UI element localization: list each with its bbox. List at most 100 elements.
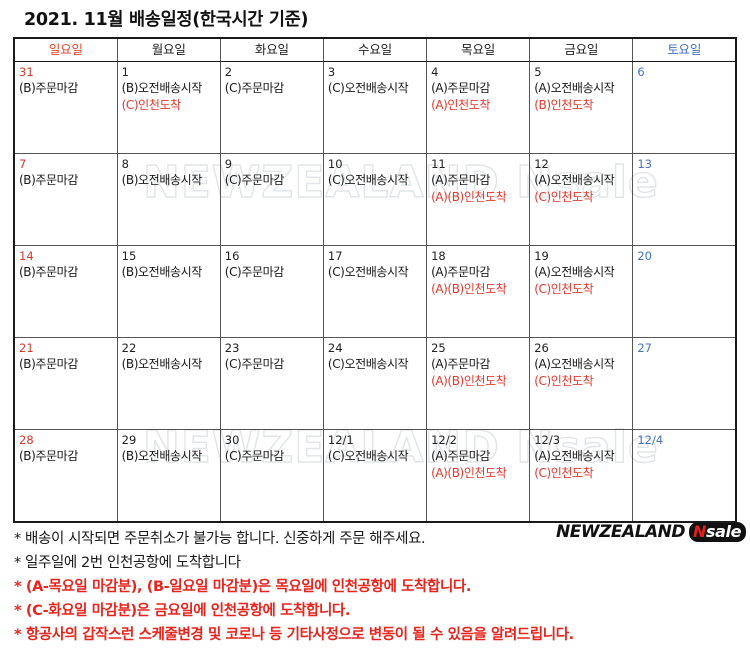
brand-logo: NEWZEALAND Nsale <box>555 521 747 543</box>
note-segment: 에 인천공항에 도착합니다. <box>193 603 350 619</box>
calendar-day-cell[interactable]: 9 (C)주문마감 <box>219 153 324 246</box>
day-event: (C)주문마감 <box>224 265 285 279</box>
day-event: (C)인천도착 <box>534 190 594 204</box>
day-event: (B)주문마감 <box>19 449 78 463</box>
day-event: (C)인천도착 <box>534 374 594 388</box>
note-segment: 은 <box>136 603 155 619</box>
note-segment: * <box>14 603 26 619</box>
calendar-day-cell[interactable]: 19 (A)오전배송시작 (C)인천도착 <box>529 245 634 338</box>
calendar-header-4: 수요일 <box>322 37 428 62</box>
calendar-day-cell[interactable]: 24 (C)오전배송시작 <box>322 337 428 430</box>
day-number: 20 <box>637 249 652 263</box>
calendar-day-cell[interactable]: 11 (A)주문마감 (A)(B)인천도착 <box>426 153 531 246</box>
calendar-day-cell[interactable]: 17 (C)오전배송시작 <box>322 245 428 338</box>
calendar-week-row: 21 (B)주문마감 22 (B)오전배송시작 23 (C)주문마감 24 (C)오전배송시작… <box>12 337 738 430</box>
calendar-day-cell[interactable]: 18 (A)주문마감 (A)(B)인천도착 <box>426 245 531 338</box>
calendar-day-cell[interactable]: 20 <box>632 245 738 338</box>
note-disclaimer: * 항공사의 갑작스런 스케줄변경 및 코로나 등 기타사정으로 변동이 될 수… <box>14 623 740 647</box>
calendar-header-6: 금요일 <box>529 37 634 62</box>
note-segment: (A-목요일 마감분), (B-일요일 마감분) <box>25 579 258 595</box>
calendar-day-cell[interactable]: 5 (A)오전배송시작 (B)인천도착 <box>529 61 634 154</box>
calendar-container: NEWZEALAND Nsale NEWZEALAND Nsale 일요일 월요일… <box>12 37 738 523</box>
day-event: (B)주문마감 <box>19 357 78 371</box>
day-number: 12/3 <box>534 433 561 447</box>
day-number: 17 <box>327 249 343 263</box>
calendar-day-cell[interactable]: 7 (B)주문마감 <box>12 153 118 246</box>
day-number: 5 <box>534 65 542 79</box>
calendar-day-cell[interactable]: 6 <box>632 61 738 154</box>
calendar-day-cell[interactable]: 27 <box>632 337 738 430</box>
calendar-day-cell[interactable]: 12 (A)오전배송시작 (C)인천도착 <box>529 153 634 246</box>
day-event: (A)오전배송시작 <box>534 173 615 187</box>
calendar-header-7: 토요일 <box>632 37 738 62</box>
day-number: 25 <box>431 341 446 355</box>
day-event: (A)오전배송시작 <box>534 265 615 279</box>
calendar-day-cell[interactable]: 16 (C)주문마감 <box>219 245 324 338</box>
logo-badge-sale: sale <box>706 522 742 541</box>
calendar-day-cell[interactable]: 23 (C)주문마감 <box>219 337 324 430</box>
calendar-week-row: 14 (B)주문마감 15 (B)오전배송시작 16 (C)주문마감 17 (C)오전배송시작… <box>12 245 738 338</box>
day-number: 7 <box>19 157 27 171</box>
day-number: 12/2 <box>431 433 457 447</box>
day-number: 24 <box>327 341 343 355</box>
note-segment: * <box>14 579 26 595</box>
day-number: 21 <box>19 341 34 355</box>
calendar-day-cell[interactable]: 31 (B)주문마감 <box>12 61 118 154</box>
calendar-day-cell[interactable]: 4 (A)주문마감 (A)인천도착 <box>426 61 531 154</box>
note-cancel: * 배송이 시작되면 주문취소가 불가능 합니다. 신중하게 주문 해주세요. <box>14 527 740 551</box>
day-event: (B)오전배송시작 <box>121 357 203 371</box>
calendar-day-cell[interactable]: 13 <box>632 153 738 246</box>
calendar-weekday-headers: 일요일 월요일 화요일 수요일 목요일 금요일 토요일 <box>12 37 738 62</box>
calendar-day-cell[interactable]: 28 (B)주문마감 <box>12 429 118 523</box>
calendar-day-cell[interactable]: 29 (B)오전배송시작 <box>116 429 221 523</box>
calendar-day-cell[interactable]: 25 (A)주문마감 (A)(B)인천도착 <box>426 337 531 430</box>
calendar-day-cell[interactable]: 1 (B)오전배송시작 (C)인천도착 <box>116 61 221 154</box>
day-event: (B)주문마감 <box>19 265 78 279</box>
day-number: 14 <box>19 249 34 263</box>
calendar-header-1: 일요일 <box>12 37 118 62</box>
day-event: (A)(B)인천도착 <box>431 374 507 388</box>
day-number: 30 <box>224 433 240 447</box>
day-number: 3 <box>327 65 336 79</box>
calendar-day-cell[interactable]: 12/3 (A)오전배송시작 (C)인천도착 <box>529 429 634 523</box>
note-segment: 금요일 <box>154 603 194 619</box>
day-number: 22 <box>121 341 137 355</box>
day-number: 10 <box>327 157 343 171</box>
calendar-day-cell[interactable]: 30 (C)주문마감 <box>219 429 324 523</box>
day-event: (B)오전배송시작 <box>121 449 203 463</box>
note-c-friday: * (C-화요일 마감분)은 금요일에 인천공항에 도착합니다. <box>14 599 740 623</box>
day-number: 1 <box>121 65 129 79</box>
calendar-week-row: 31 (B)주문마감 1 (B)오전배송시작 (C)인천도착 2 (C)주문마감 3 (C)오전… <box>12 61 738 154</box>
day-event: (A)주문마감 <box>431 173 490 187</box>
calendar-day-cell[interactable]: 22 (B)오전배송시작 <box>116 337 221 430</box>
day-event: (B)오전배송시작 <box>121 173 203 187</box>
day-number: 28 <box>19 433 34 447</box>
calendar-day-cell[interactable]: 26 (A)오전배송시작 (C)인천도착 <box>529 337 634 430</box>
day-event: (A)(B)인천도착 <box>431 466 507 480</box>
day-number: 12 <box>534 157 549 171</box>
calendar-day-cell[interactable]: 12/1 (C)오전배송시작 <box>322 429 428 523</box>
day-event: (B)주문마감 <box>19 81 78 95</box>
day-event: (C)주문마감 <box>224 449 285 463</box>
calendar-day-cell[interactable]: 3 (C)오전배송시작 <box>322 61 428 154</box>
day-event: (A)주문마감 <box>431 265 490 279</box>
calendar-day-cell[interactable]: 12/4 <box>632 429 738 523</box>
calendar-day-cell[interactable]: 2 (C)주문마감 <box>219 61 324 154</box>
calendar-day-cell[interactable]: 12/2 (A)주문마감 (A)(B)인천도착 <box>426 429 531 523</box>
day-event: (A)주문마감 <box>431 449 490 463</box>
note-segment: 목요일 <box>275 579 315 595</box>
calendar-day-cell[interactable]: 10 (C)오전배송시작 <box>322 153 428 246</box>
calendar-day-cell[interactable]: 21 (B)주문마감 <box>12 337 118 430</box>
calendar-day-cell[interactable]: 15 (B)오전배송시작 <box>116 245 221 338</box>
note-segment: (C-화요일 마감분) <box>25 603 137 619</box>
logo-badge: Nsale <box>689 522 747 542</box>
day-event: (B)주문마감 <box>19 173 78 187</box>
day-number: 23 <box>224 341 240 355</box>
calendar-day-cell[interactable]: 14 (B)주문마감 <box>12 245 118 338</box>
calendar-day-cell[interactable]: 8 (B)오전배송시작 <box>116 153 221 246</box>
day-event: (A)(B)인천도착 <box>431 282 507 296</box>
shipping-calendar-table: 일요일 월요일 화요일 수요일 목요일 금요일 토요일 31 (B)주문마감 1 (B)오전배송시… <box>12 37 738 523</box>
page-title: 2021. 11월 배송일정(한국시간 기준) <box>24 10 309 30</box>
day-event: (C)오전배송시작 <box>327 449 409 463</box>
calendar-week-row: 28 (B)주문마감 29 (B)오전배송시작 30 (C)주문마감 12/1 (C)오전배송… <box>12 429 738 523</box>
